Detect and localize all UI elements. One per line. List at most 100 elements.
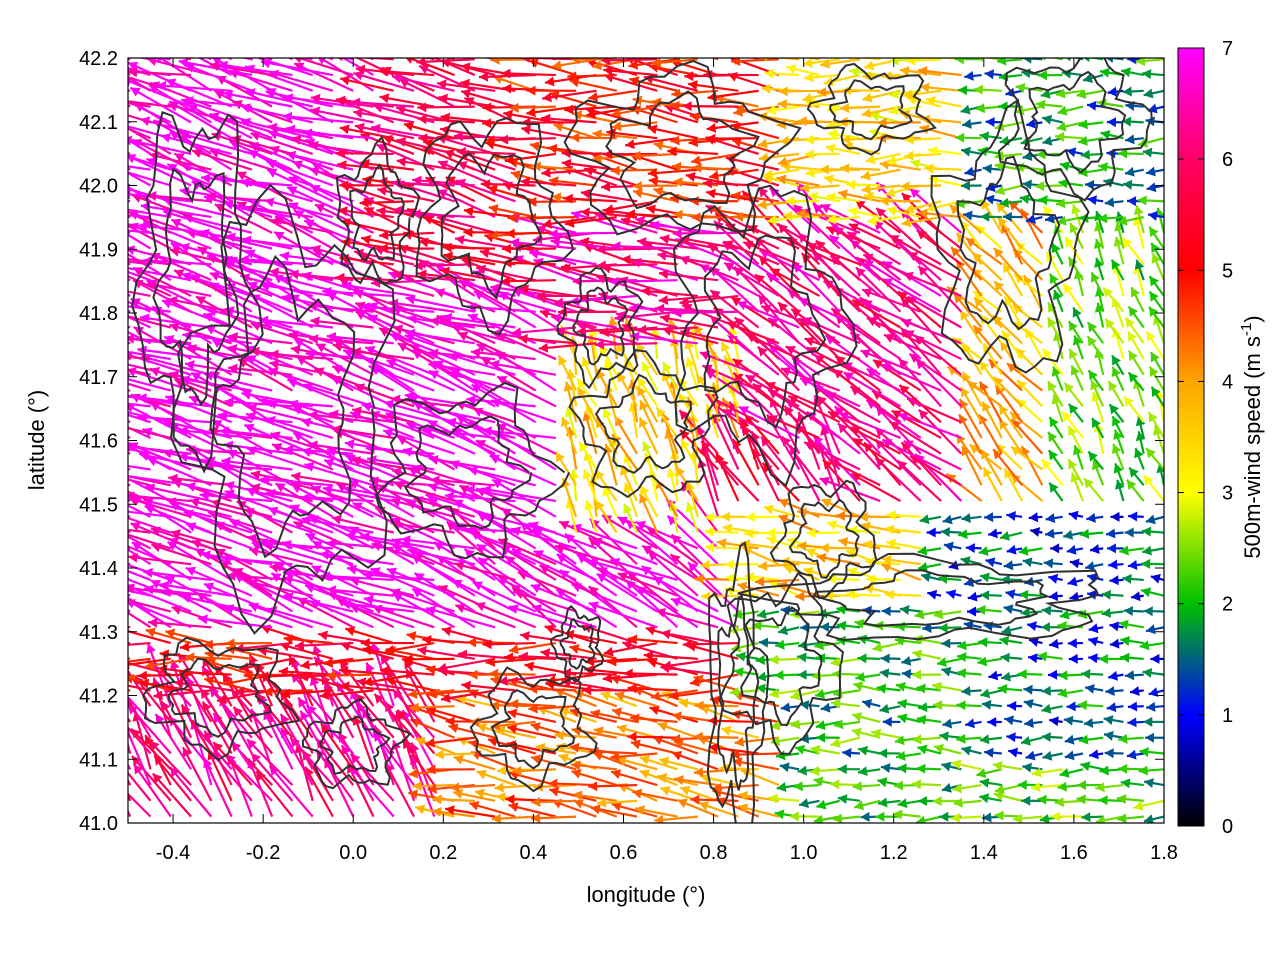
wind-arrow <box>1111 354 1125 376</box>
wind-arrow <box>294 58 354 77</box>
wind-arrow <box>128 413 151 424</box>
wind-arrow <box>588 585 638 629</box>
wind-arrow <box>764 68 800 79</box>
wind-arrow <box>655 608 719 629</box>
wind-arrow <box>1106 543 1124 554</box>
wind-arrow <box>1122 237 1145 266</box>
wind-arrow <box>527 196 577 207</box>
wind-arrow <box>964 166 982 177</box>
wind-arrow <box>797 652 820 663</box>
wind-arrow <box>1000 671 1023 682</box>
wind-arrow <box>955 232 983 266</box>
wind-arrow <box>768 186 821 234</box>
wind-arrow <box>239 254 313 266</box>
wind-arrow <box>978 414 1003 455</box>
wind-arrow <box>326 58 334 61</box>
wind-arrow <box>532 528 597 566</box>
terrain-contour <box>829 79 913 141</box>
wind-arrow <box>1133 799 1164 811</box>
wind-arrow <box>1119 545 1144 556</box>
wind-arrow <box>979 572 1003 583</box>
wind-arrow <box>922 622 942 633</box>
wind-arrow <box>799 182 840 193</box>
terrain-contour <box>556 266 644 390</box>
y-axis-label: latitude (°) <box>24 390 49 491</box>
wind-arrow <box>352 502 415 534</box>
wind-arrow <box>1111 415 1125 439</box>
wind-arrow <box>543 58 557 61</box>
wind-arrow <box>167 101 232 124</box>
wind-arrow <box>290 471 354 487</box>
wind-arrow <box>758 637 779 648</box>
wind-arrow <box>1139 640 1164 651</box>
wind-arrow <box>554 543 618 566</box>
wind-arrow <box>128 478 151 487</box>
wind-arrow <box>482 426 557 440</box>
wind-arrow <box>1063 382 1084 408</box>
wind-arrow <box>360 234 415 250</box>
wind-arrow <box>722 240 780 266</box>
wind-arrow <box>980 590 1002 601</box>
wind-arrow <box>822 458 861 502</box>
wind-arrow <box>842 362 901 392</box>
wind-arrow <box>847 58 881 62</box>
wind-arrow <box>319 689 374 701</box>
wind-arrow <box>232 706 273 755</box>
wind-arrow <box>436 79 496 92</box>
wind-arrow <box>391 467 455 487</box>
wind-arrow <box>209 61 273 77</box>
wind-arrow <box>128 477 172 503</box>
wind-arrow <box>594 339 658 350</box>
wind-arrow <box>936 657 962 667</box>
wind-arrow <box>1067 320 1084 344</box>
wind-arrow <box>1026 621 1043 632</box>
wind-arrow <box>767 215 800 225</box>
wind-arrow <box>1145 624 1164 635</box>
wind-arrow <box>1130 591 1144 602</box>
wind-arrow <box>137 221 212 234</box>
wind-arrow <box>752 620 779 631</box>
wind-arrow <box>250 752 294 802</box>
wind-arrow <box>629 713 678 724</box>
wind-arrow <box>526 85 577 96</box>
wind-arrow <box>942 718 962 729</box>
wind-arrow <box>417 269 475 282</box>
wind-arrow <box>564 406 578 439</box>
wind-arrow <box>1117 813 1144 823</box>
wind-arrow <box>1142 545 1164 556</box>
wind-arrow <box>1137 195 1164 206</box>
terrain-contour <box>335 135 421 286</box>
wind-arrow <box>978 546 1003 557</box>
wind-arrow <box>362 570 435 582</box>
wind-arrow <box>1101 589 1124 600</box>
wind-arrow <box>165 628 212 645</box>
wind-arrow <box>301 515 374 534</box>
wind-arrow <box>801 316 861 345</box>
wind-arrow <box>941 666 962 677</box>
wind-arrow <box>128 673 131 676</box>
wind-arrow <box>880 653 901 664</box>
wind-arrow <box>128 138 152 155</box>
wind-arrow <box>339 124 394 140</box>
wind-arrow <box>639 484 659 518</box>
wind-arrow <box>128 569 151 581</box>
wind-arrow <box>953 797 982 808</box>
wind-arrow <box>886 538 921 550</box>
wind-arrow <box>417 102 475 113</box>
wind-arrow <box>1064 750 1084 761</box>
wind-arrow <box>1135 431 1146 454</box>
wind-arrow <box>438 93 496 108</box>
wind-arrow <box>518 651 577 662</box>
wind-arrow <box>428 348 496 361</box>
wind-arrow <box>640 286 698 298</box>
wind-arrow <box>1020 607 1043 618</box>
wind-arrow <box>706 188 759 203</box>
wind-arrow <box>169 766 213 818</box>
wind-arrow <box>789 811 820 822</box>
wind-arrow <box>882 716 901 727</box>
terrain-contour <box>549 605 605 683</box>
x-tick-label: -0.2 <box>246 842 280 864</box>
wind-arrow <box>560 416 578 455</box>
colorbar-tick-label: 6 <box>1222 149 1233 171</box>
wind-arrow <box>1156 463 1164 486</box>
